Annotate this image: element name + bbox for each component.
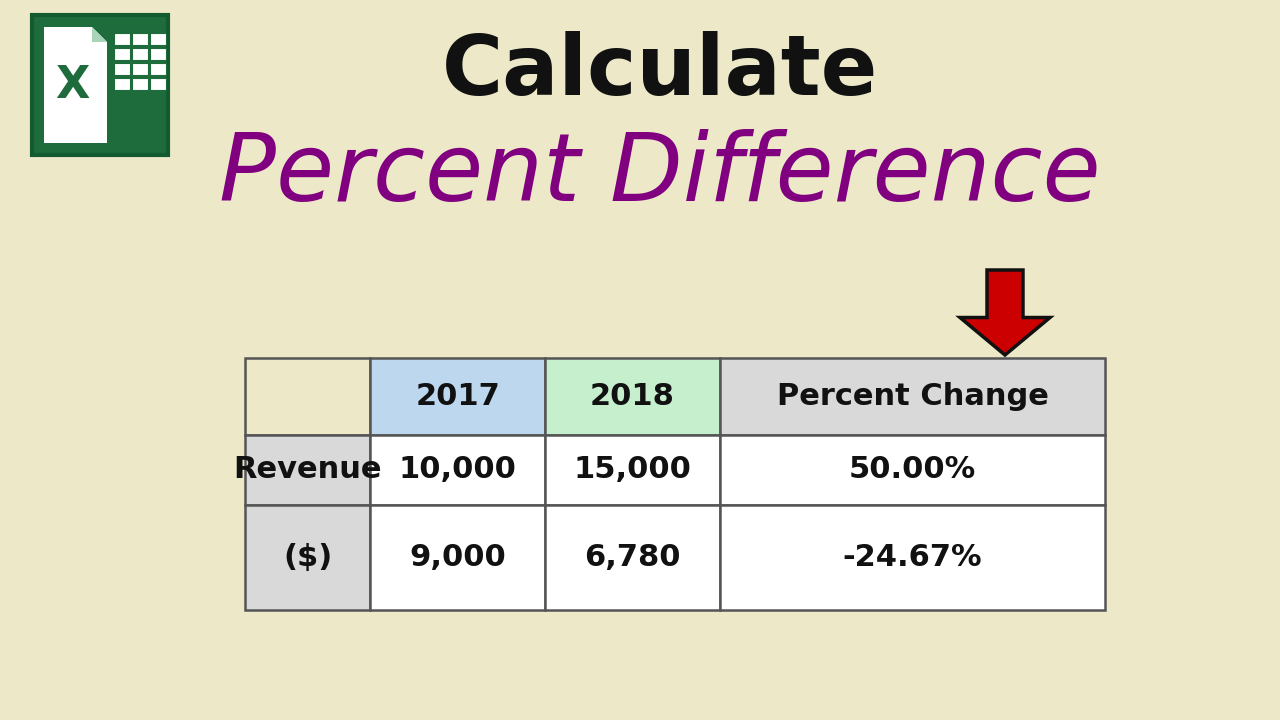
- Bar: [545, 505, 719, 610]
- Bar: [244, 358, 370, 435]
- Bar: [150, 48, 166, 60]
- Bar: [719, 358, 1105, 435]
- Text: Revenue: Revenue: [233, 456, 381, 485]
- Text: -24.67%: -24.67%: [842, 543, 982, 572]
- Bar: [132, 48, 148, 60]
- Bar: [244, 435, 370, 505]
- Bar: [114, 63, 131, 75]
- Bar: [132, 33, 148, 45]
- Text: 15,000: 15,000: [573, 456, 691, 485]
- Text: 2017: 2017: [415, 382, 500, 411]
- Text: 9,000: 9,000: [410, 543, 506, 572]
- Text: 10,000: 10,000: [398, 456, 516, 485]
- Bar: [132, 78, 148, 90]
- Bar: [150, 33, 166, 45]
- Bar: [719, 505, 1105, 610]
- Text: Percent Change: Percent Change: [777, 382, 1048, 411]
- Polygon shape: [960, 270, 1050, 355]
- Bar: [370, 358, 545, 435]
- Polygon shape: [92, 27, 108, 42]
- Text: 2018: 2018: [590, 382, 675, 411]
- Bar: [545, 435, 719, 505]
- Bar: [32, 15, 168, 155]
- Polygon shape: [44, 27, 108, 143]
- Bar: [114, 33, 131, 45]
- Bar: [150, 63, 166, 75]
- Text: Percent Difference: Percent Difference: [219, 130, 1101, 220]
- Text: Calculate: Calculate: [442, 32, 878, 112]
- Bar: [114, 48, 131, 60]
- Text: ($): ($): [283, 543, 332, 572]
- Text: X: X: [55, 63, 90, 107]
- Bar: [719, 435, 1105, 505]
- Bar: [132, 63, 148, 75]
- Bar: [370, 435, 545, 505]
- Bar: [114, 78, 131, 90]
- Text: 50.00%: 50.00%: [849, 456, 977, 485]
- Text: 6,780: 6,780: [584, 543, 681, 572]
- Bar: [150, 78, 166, 90]
- Bar: [244, 505, 370, 610]
- Bar: [370, 505, 545, 610]
- Bar: [545, 358, 719, 435]
